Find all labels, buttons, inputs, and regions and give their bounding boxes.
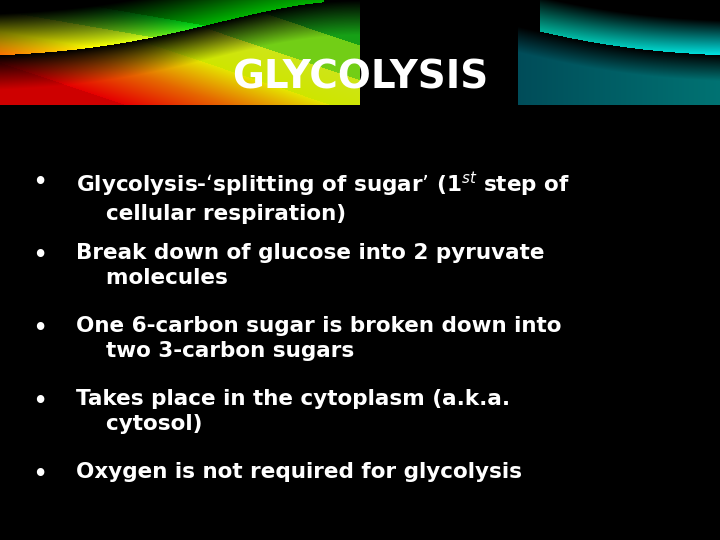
- Text: •: •: [32, 389, 48, 415]
- Text: •: •: [32, 243, 48, 269]
- Text: Glycolysis-‘splitting of sugar’ (1$^{st}$ step of
    cellular respiration): Glycolysis-‘splitting of sugar’ (1$^{st}…: [76, 170, 570, 224]
- Text: Takes place in the cytoplasm (a.k.a.
    cytosol): Takes place in the cytoplasm (a.k.a. cyt…: [76, 389, 510, 434]
- Text: One 6-carbon sugar is broken down into
    two 3-carbon sugars: One 6-carbon sugar is broken down into t…: [76, 316, 561, 361]
- Text: Break down of glucose into 2 pyruvate
    molecules: Break down of glucose into 2 pyruvate mo…: [76, 243, 544, 288]
- Text: •: •: [32, 170, 48, 196]
- Text: •: •: [32, 462, 48, 488]
- Text: Oxygen is not required for glycolysis: Oxygen is not required for glycolysis: [76, 462, 521, 482]
- Text: •: •: [32, 316, 48, 342]
- Text: GLYCOLYSIS: GLYCOLYSIS: [232, 59, 488, 97]
